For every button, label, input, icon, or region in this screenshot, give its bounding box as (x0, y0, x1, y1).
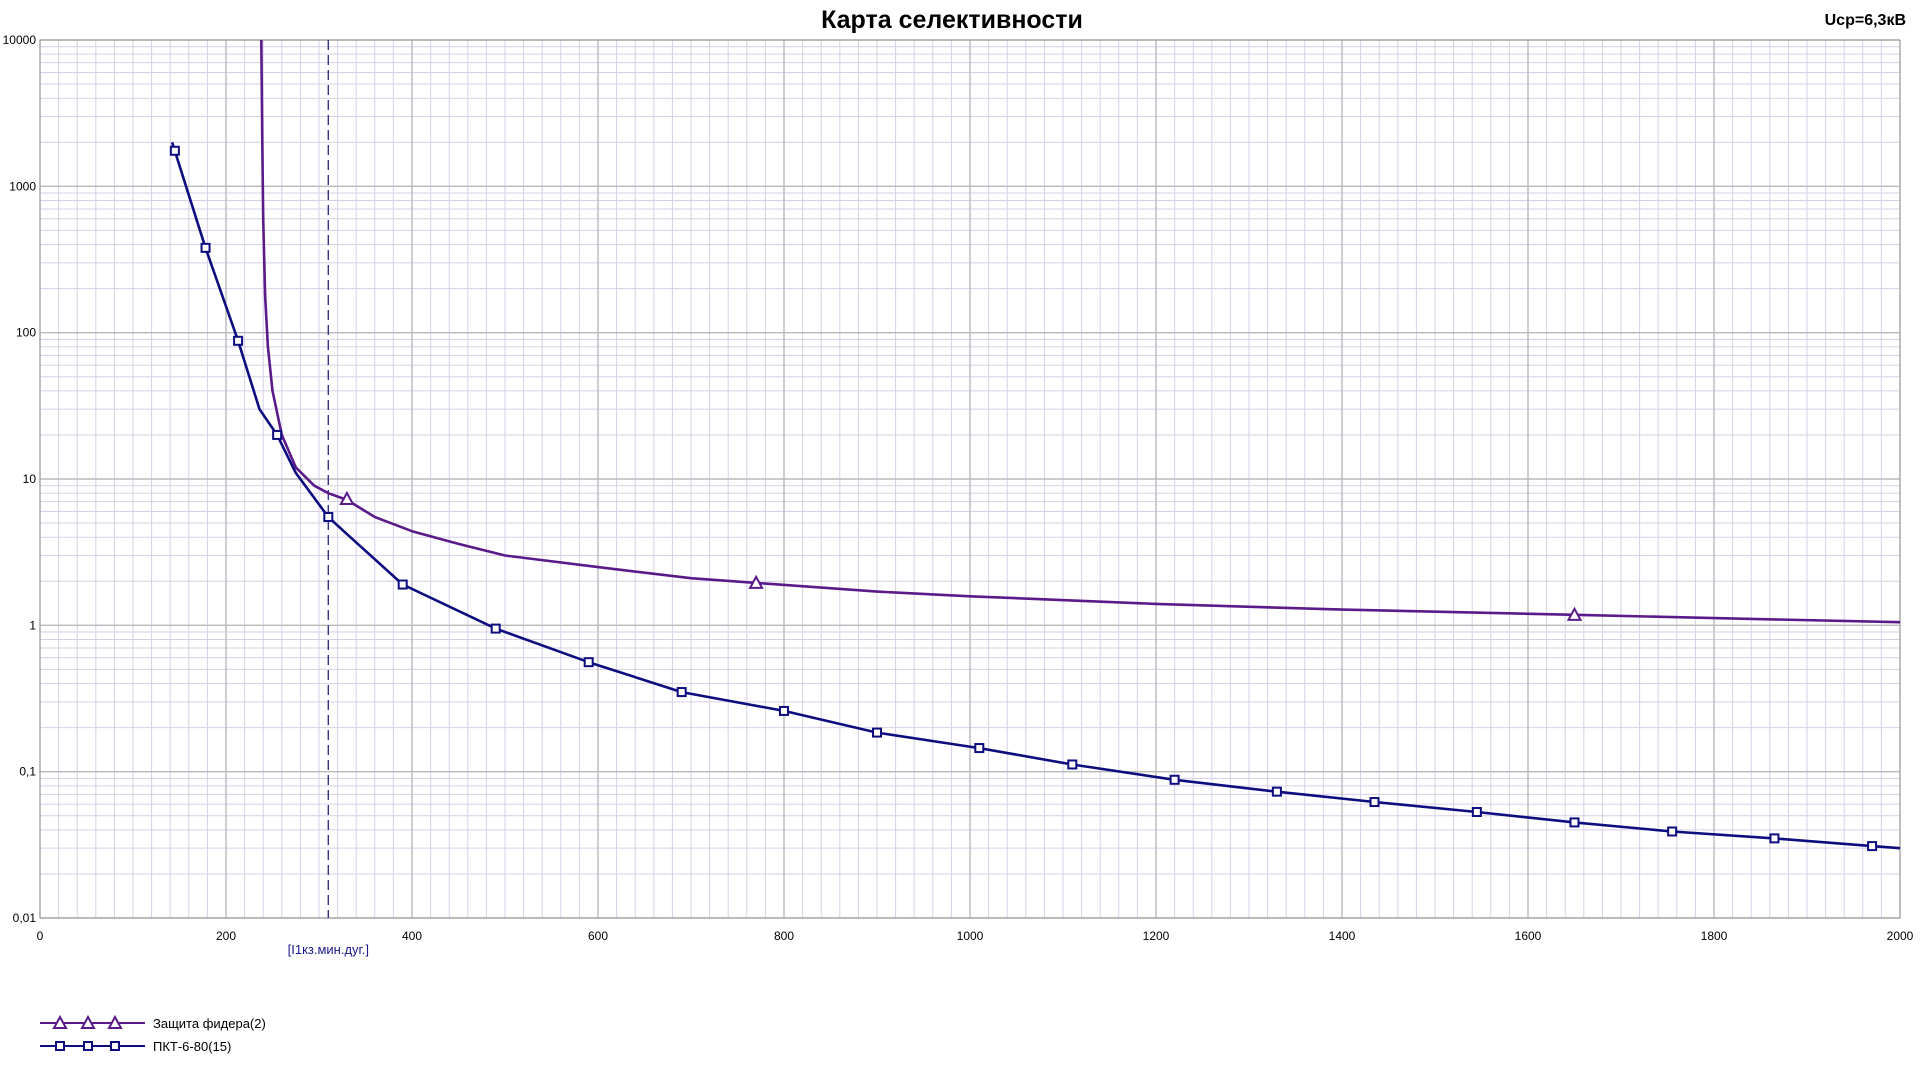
series-marker (200, 242, 211, 253)
legend-marker (80, 1014, 96, 1029)
series-marker (1569, 817, 1580, 828)
x-tick-label: 1800 (1701, 929, 1728, 943)
i1kz-marker-label: [I1кз.мин.дуг.] (288, 942, 369, 957)
x-tick-label: 800 (774, 929, 794, 943)
y-tick-label: 1 (29, 618, 36, 632)
x-tick-label: 600 (588, 929, 608, 943)
y-tick-label: 10000 (3, 33, 37, 47)
y-tick-label: 100 (16, 326, 36, 340)
series-marker (779, 705, 789, 716)
voltage-label: Uср=6,3кВ (1825, 12, 1906, 29)
x-tick-label: 400 (402, 929, 422, 943)
y-tick-label: 1000 (9, 179, 36, 193)
legend-marker (55, 1041, 65, 1051)
series-marker (676, 687, 687, 698)
legend-item: Защита фидера(2) (40, 1014, 266, 1031)
series-marker (233, 335, 244, 346)
series-marker (1169, 774, 1180, 785)
x-tick-label: 1600 (1515, 929, 1542, 943)
series-line (170, 141, 1901, 850)
series-marker (1067, 759, 1078, 770)
x-tick-label: 2000 (1887, 929, 1914, 943)
x-tick-label: 200 (216, 929, 236, 943)
series-marker (1667, 826, 1678, 837)
legend-marker (52, 1014, 68, 1029)
series-marker (1769, 833, 1780, 844)
x-axis-tick-labels: 0 200 400 600 800 1000 1200 1400 1600 1800 2000 (37, 929, 1914, 943)
y-tick-label: 10 (23, 472, 37, 486)
y-tick-label: 0,01 (13, 911, 37, 925)
series-marker (272, 429, 283, 440)
chart-title: Карта селективности (821, 6, 1083, 34)
series-marker (748, 574, 764, 589)
i1kz-min-arc-marker: [I1кз.мин.дуг.] (288, 40, 369, 957)
major-grid (39, 39, 1901, 919)
series-marker (1271, 786, 1282, 797)
series-marker (339, 490, 355, 506)
series-marker (169, 145, 180, 156)
series-line (260, 39, 1901, 624)
legend: Защита фидера(2) ПКТ-6-80(15) (40, 1014, 266, 1054)
series-marker (1369, 797, 1380, 808)
plot-frame (39, 39, 1901, 919)
series-1 (260, 39, 1901, 624)
legend-marker (110, 1041, 120, 1051)
legend-label: Защита фидера(2) (153, 1016, 266, 1031)
y-axis-tick-labels: 0,01 0,1 1 10 100 1000 10000 (3, 33, 37, 925)
series-marker (872, 727, 882, 738)
y-tick-label: 0,1 (19, 765, 36, 779)
series-marker (583, 657, 594, 668)
legend-label: ПКТ-6-80(15) (153, 1039, 231, 1054)
x-tick-label: 1400 (1329, 929, 1356, 943)
series-marker (974, 743, 985, 754)
series-group (169, 39, 1901, 852)
x-tick-label: 0 (37, 929, 44, 943)
x-tick-label: 1000 (957, 929, 984, 943)
series-marker (490, 623, 501, 634)
series-2 (169, 141, 1901, 852)
series-marker (1471, 807, 1482, 818)
series-marker (1867, 841, 1878, 852)
legend-marker (107, 1014, 123, 1029)
legend-item: ПКТ-6-80(15) (40, 1039, 231, 1054)
series-marker (397, 579, 408, 590)
legend-marker (83, 1041, 93, 1051)
series-marker (323, 511, 334, 522)
series-marker (1566, 606, 1583, 621)
x-tick-label: 1200 (1143, 929, 1170, 943)
